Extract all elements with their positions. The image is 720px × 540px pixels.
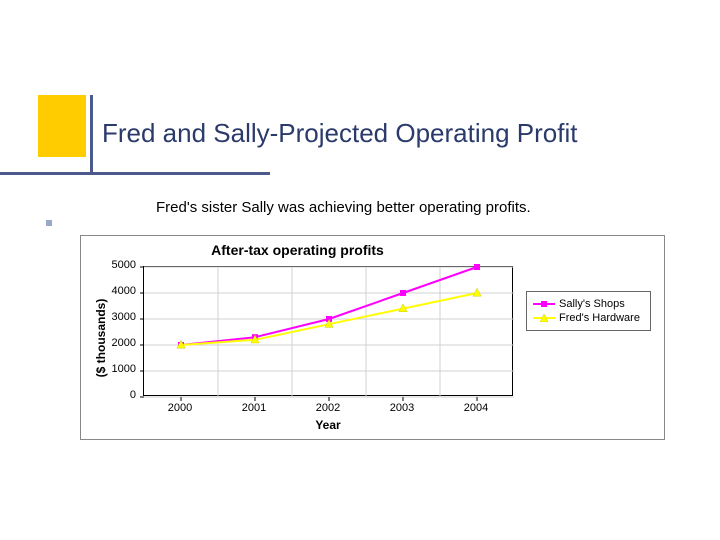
legend-label: Sally's Shops [559, 298, 625, 310]
x-tick-label: 2004 [458, 402, 494, 414]
y-tick-label: 5000 [112, 259, 136, 271]
legend-label: Fred's Hardware [559, 312, 640, 324]
slide-title: Fred and Sally-Projected Operating Profi… [102, 118, 577, 149]
y-tick-label: 1000 [112, 363, 136, 375]
chart-title: After-tax operating profits [81, 242, 514, 258]
decor-vline [90, 95, 93, 173]
y-tick-label: 0 [130, 389, 136, 401]
plot-area [143, 266, 513, 396]
decor-hline [0, 172, 270, 175]
y-tick-label: 4000 [112, 285, 136, 297]
x-tick-label: 2003 [384, 402, 420, 414]
x-tick-label: 2000 [162, 402, 198, 414]
legend-item-fred: Fred's Hardware [533, 312, 644, 324]
y-axis-label: ($ thousands) [94, 288, 108, 388]
y-tick-label: 3000 [112, 311, 136, 323]
legend-item-sally: Sally's Shops [533, 298, 644, 310]
chart-container: After-tax operating profits ($ thousands… [80, 235, 665, 440]
decor-bullet [46, 220, 52, 226]
decor-yellow-block [38, 95, 86, 157]
x-tick-label: 2001 [236, 402, 272, 414]
x-tick-label: 2002 [310, 402, 346, 414]
legend: Sally's Shops Fred's Hardware [526, 291, 651, 331]
y-tick-label: 2000 [112, 337, 136, 349]
x-axis-label: Year [143, 418, 513, 432]
slide-subtitle: Fred's sister Sally was achieving better… [156, 199, 531, 216]
